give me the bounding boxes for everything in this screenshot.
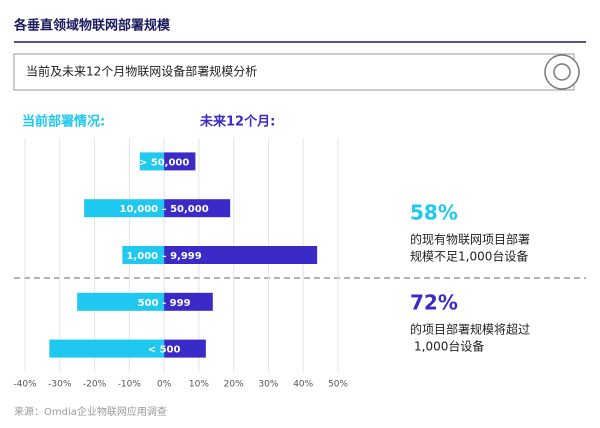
bar — [164, 246, 318, 264]
annotation-text: 的现有物联网项目部署 — [410, 232, 530, 247]
x-tick-label: -10% — [118, 380, 142, 390]
x-tick-label: -40% — [13, 380, 37, 390]
annotation-text: 1,000台设备 — [414, 339, 484, 354]
bar — [164, 339, 206, 358]
bar — [49, 339, 165, 358]
bar — [77, 292, 165, 311]
subtitle: 当前及未来12个月物联网设备部署规模分析 — [26, 64, 257, 79]
x-tick-label: 10% — [189, 380, 209, 390]
chat-icon-inner — [553, 63, 571, 81]
annotation-text: 的项目部署规模将超过 — [410, 322, 530, 337]
annotation-value: 58% — [410, 201, 458, 225]
bar — [164, 199, 231, 218]
bar — [84, 199, 165, 218]
category-label: > 50,000 — [139, 157, 189, 168]
category-label: < 500 — [148, 345, 181, 356]
x-tick-label: -20% — [83, 380, 107, 390]
annotation-text: 规模不足1,000台设备 — [410, 249, 528, 264]
chart-title: 各垂直领域物联网部署规模 — [13, 18, 171, 34]
bar — [139, 152, 165, 171]
category-label: 500 - 999 — [138, 298, 191, 309]
bar — [122, 246, 165, 264]
x-tick-label: 0% — [157, 380, 172, 390]
category-label: 10,000 – 50,000 — [120, 204, 209, 215]
x-tick-label: 20% — [224, 380, 244, 390]
legend-label: 当前部署情况: — [22, 114, 105, 130]
x-tick-label: 50% — [328, 380, 348, 390]
category-label: 1,000 – 9,999 — [126, 251, 201, 262]
x-tick-label: 30% — [258, 380, 278, 390]
chat-icon — [544, 54, 580, 90]
legend-label: 未来12个月: — [199, 114, 275, 130]
bar — [164, 292, 213, 311]
bar — [164, 152, 196, 171]
x-tick-label: -30% — [48, 380, 72, 390]
x-tick-label: 40% — [293, 380, 313, 390]
annotation-value: 72% — [410, 291, 458, 315]
source: 来源：Omdia企业物联网应用调查 — [14, 405, 167, 418]
